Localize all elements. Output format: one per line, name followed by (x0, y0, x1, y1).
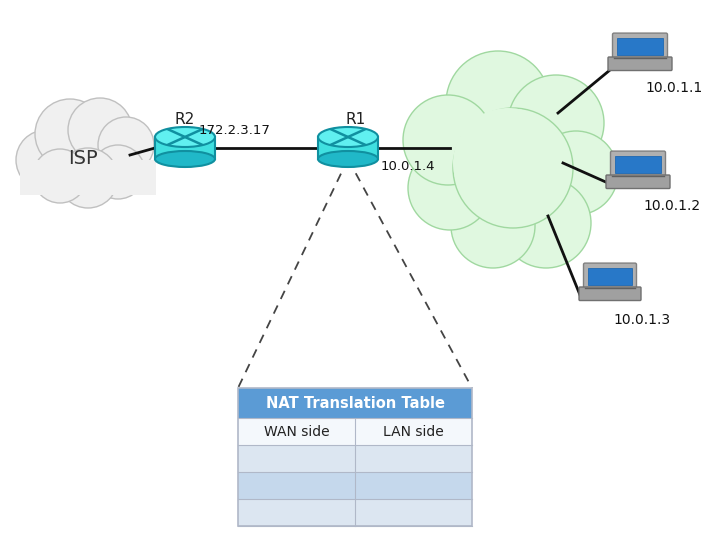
Circle shape (68, 98, 132, 162)
FancyBboxPatch shape (608, 57, 672, 70)
FancyBboxPatch shape (584, 263, 636, 289)
FancyBboxPatch shape (588, 268, 632, 285)
Circle shape (453, 108, 573, 228)
Circle shape (403, 95, 493, 185)
Circle shape (91, 145, 145, 199)
Circle shape (35, 99, 105, 169)
Text: LAN side: LAN side (383, 424, 444, 439)
FancyBboxPatch shape (318, 137, 378, 159)
Text: 10.0.1.3: 10.0.1.3 (613, 313, 671, 327)
Text: 10.0.1.1: 10.0.1.1 (646, 81, 703, 95)
FancyBboxPatch shape (610, 151, 665, 177)
FancyBboxPatch shape (155, 137, 215, 159)
Text: R2: R2 (175, 112, 195, 127)
Circle shape (508, 75, 604, 171)
Circle shape (98, 117, 154, 173)
FancyBboxPatch shape (20, 160, 156, 195)
FancyBboxPatch shape (615, 156, 661, 173)
Circle shape (453, 108, 563, 218)
Text: WAN side: WAN side (264, 424, 329, 439)
Text: 172.2.3.17: 172.2.3.17 (199, 124, 271, 136)
Ellipse shape (155, 151, 215, 167)
FancyBboxPatch shape (238, 418, 472, 445)
FancyBboxPatch shape (238, 499, 472, 526)
Circle shape (446, 51, 550, 155)
Circle shape (58, 148, 118, 208)
Circle shape (451, 184, 535, 268)
Circle shape (33, 149, 87, 203)
Ellipse shape (318, 151, 378, 167)
FancyBboxPatch shape (617, 38, 663, 55)
Ellipse shape (318, 127, 378, 147)
Circle shape (16, 130, 76, 190)
FancyBboxPatch shape (238, 388, 472, 418)
FancyBboxPatch shape (606, 175, 670, 189)
Circle shape (534, 131, 618, 215)
Text: 10.0.1.2: 10.0.1.2 (643, 199, 700, 213)
FancyBboxPatch shape (238, 445, 472, 472)
FancyBboxPatch shape (579, 287, 641, 301)
Circle shape (501, 178, 591, 268)
FancyBboxPatch shape (612, 33, 667, 60)
Text: NAT Translation Table: NAT Translation Table (265, 395, 444, 410)
Text: R1: R1 (346, 112, 366, 127)
Text: ISP: ISP (68, 149, 98, 167)
Ellipse shape (155, 127, 215, 147)
FancyBboxPatch shape (238, 472, 472, 499)
Circle shape (408, 146, 492, 230)
Text: 10.0.1.4: 10.0.1.4 (381, 159, 435, 173)
